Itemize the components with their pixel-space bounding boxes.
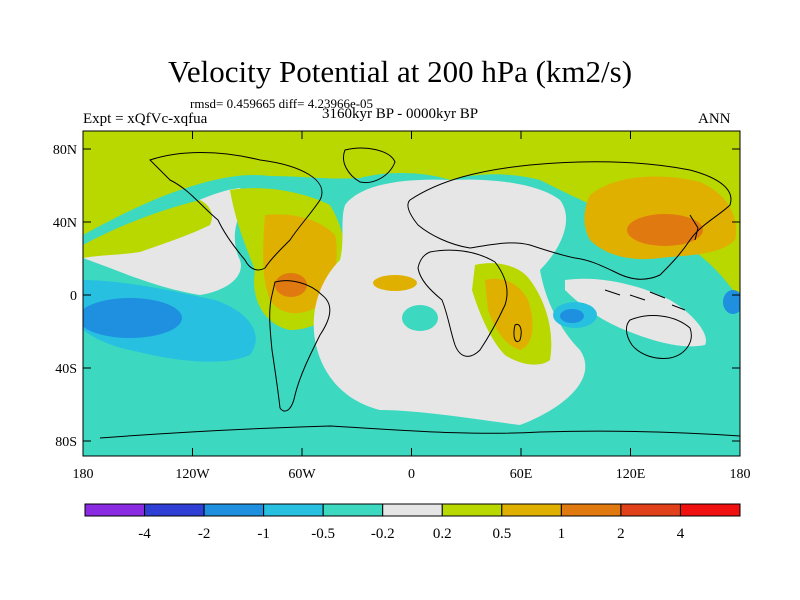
colorbar-box bbox=[679, 503, 741, 517]
colorbar-box bbox=[84, 503, 146, 517]
lon-label-180w: 180 bbox=[73, 467, 94, 482]
lon-label-60w: 60W bbox=[288, 467, 316, 482]
north-america-coast bbox=[149, 152, 323, 271]
colorbar-label: -4 bbox=[138, 526, 151, 542]
colorbar-box bbox=[560, 503, 622, 517]
south-america-coast bbox=[269, 280, 331, 412]
lon-ticks bbox=[82, 131, 741, 456]
colorbar-box bbox=[144, 503, 205, 517]
lat-label-40n: 40N bbox=[53, 216, 77, 231]
lat-ticks bbox=[83, 148, 740, 442]
africa-coast bbox=[417, 249, 508, 357]
amazon-high-center bbox=[275, 273, 307, 297]
colorbar-box bbox=[322, 503, 384, 517]
lon-tick-labels: 180 120W 60W 0 60E 120E 180 bbox=[73, 467, 751, 482]
madagascar-coast bbox=[513, 323, 522, 343]
pacific-positive-lobe bbox=[83, 200, 212, 258]
coastlines bbox=[99, 147, 740, 439]
east-africa-mid bbox=[485, 278, 533, 350]
colorbar-box bbox=[501, 503, 562, 517]
east-pacific-mid-negative bbox=[83, 298, 182, 338]
experiment-label: Expt = xQfVc-xqfua bbox=[83, 111, 208, 127]
australia-coast bbox=[626, 315, 692, 359]
central-near-zero-region bbox=[313, 179, 586, 425]
lat-label-40s: 40S bbox=[55, 362, 77, 377]
colorbar-box bbox=[203, 503, 265, 517]
greenland-coast bbox=[343, 147, 396, 184]
lon-label-0: 0 bbox=[408, 467, 415, 482]
colorbar-box bbox=[620, 503, 681, 517]
colorbar-label: 4 bbox=[677, 526, 685, 542]
period-label: 3160kyr BP - 0000kyr BP bbox=[322, 106, 479, 122]
colorbar-label: -2 bbox=[198, 526, 211, 542]
indian-ocean-mid-negative bbox=[560, 309, 584, 323]
colorbar-label: 0.2 bbox=[433, 526, 452, 542]
colorbar-label: 2 bbox=[617, 526, 625, 542]
dateline-negative bbox=[723, 290, 740, 314]
colorbar-label: -0.2 bbox=[371, 526, 395, 542]
colorbar-box bbox=[382, 503, 443, 517]
contour-fields bbox=[83, 131, 740, 456]
colorbar-label: 1 bbox=[558, 526, 566, 542]
colorbar-label: -1 bbox=[257, 526, 270, 542]
colorbar-box bbox=[441, 503, 503, 517]
eurasia-coast bbox=[407, 161, 732, 280]
lat-label-80s: 80S bbox=[55, 435, 77, 450]
lon-label-180e: 180 bbox=[730, 467, 751, 482]
lon-label-120e: 120E bbox=[616, 467, 646, 482]
lat-label-0: 0 bbox=[70, 289, 77, 304]
mediterranean-mid bbox=[373, 275, 417, 291]
colorbar-label: -0.5 bbox=[311, 526, 335, 542]
season-label: ANN bbox=[698, 111, 731, 127]
atlantic-equatorial-blob bbox=[402, 305, 438, 331]
colorbar-boxes bbox=[84, 503, 741, 517]
lon-label-60e: 60E bbox=[510, 467, 533, 482]
colorbar-box bbox=[263, 503, 324, 517]
colorbar-label: 0.5 bbox=[492, 526, 511, 542]
lat-tick-labels: 80N 40N 0 40S 80S bbox=[53, 143, 77, 450]
north-positive-band bbox=[83, 131, 740, 300]
maritime-islands bbox=[604, 289, 686, 311]
lon-label-120w: 120W bbox=[175, 467, 210, 482]
map-title: Velocity Potential at 200 hPa (km2/s) bbox=[167, 54, 633, 89]
stats-line: rmsd= 0.459665 diff= 4.23966e-05 bbox=[190, 96, 374, 111]
asia-high-center bbox=[627, 214, 703, 246]
west-pacific-near-zero bbox=[565, 278, 706, 347]
japan-coast bbox=[689, 214, 699, 241]
lat-label-80n: 80N bbox=[53, 143, 77, 158]
colorbar-labels: -4 -2 -1 -0.5 -0.2 0.2 0.5 1 2 4 bbox=[138, 526, 684, 542]
antarctica-coast bbox=[99, 425, 740, 439]
